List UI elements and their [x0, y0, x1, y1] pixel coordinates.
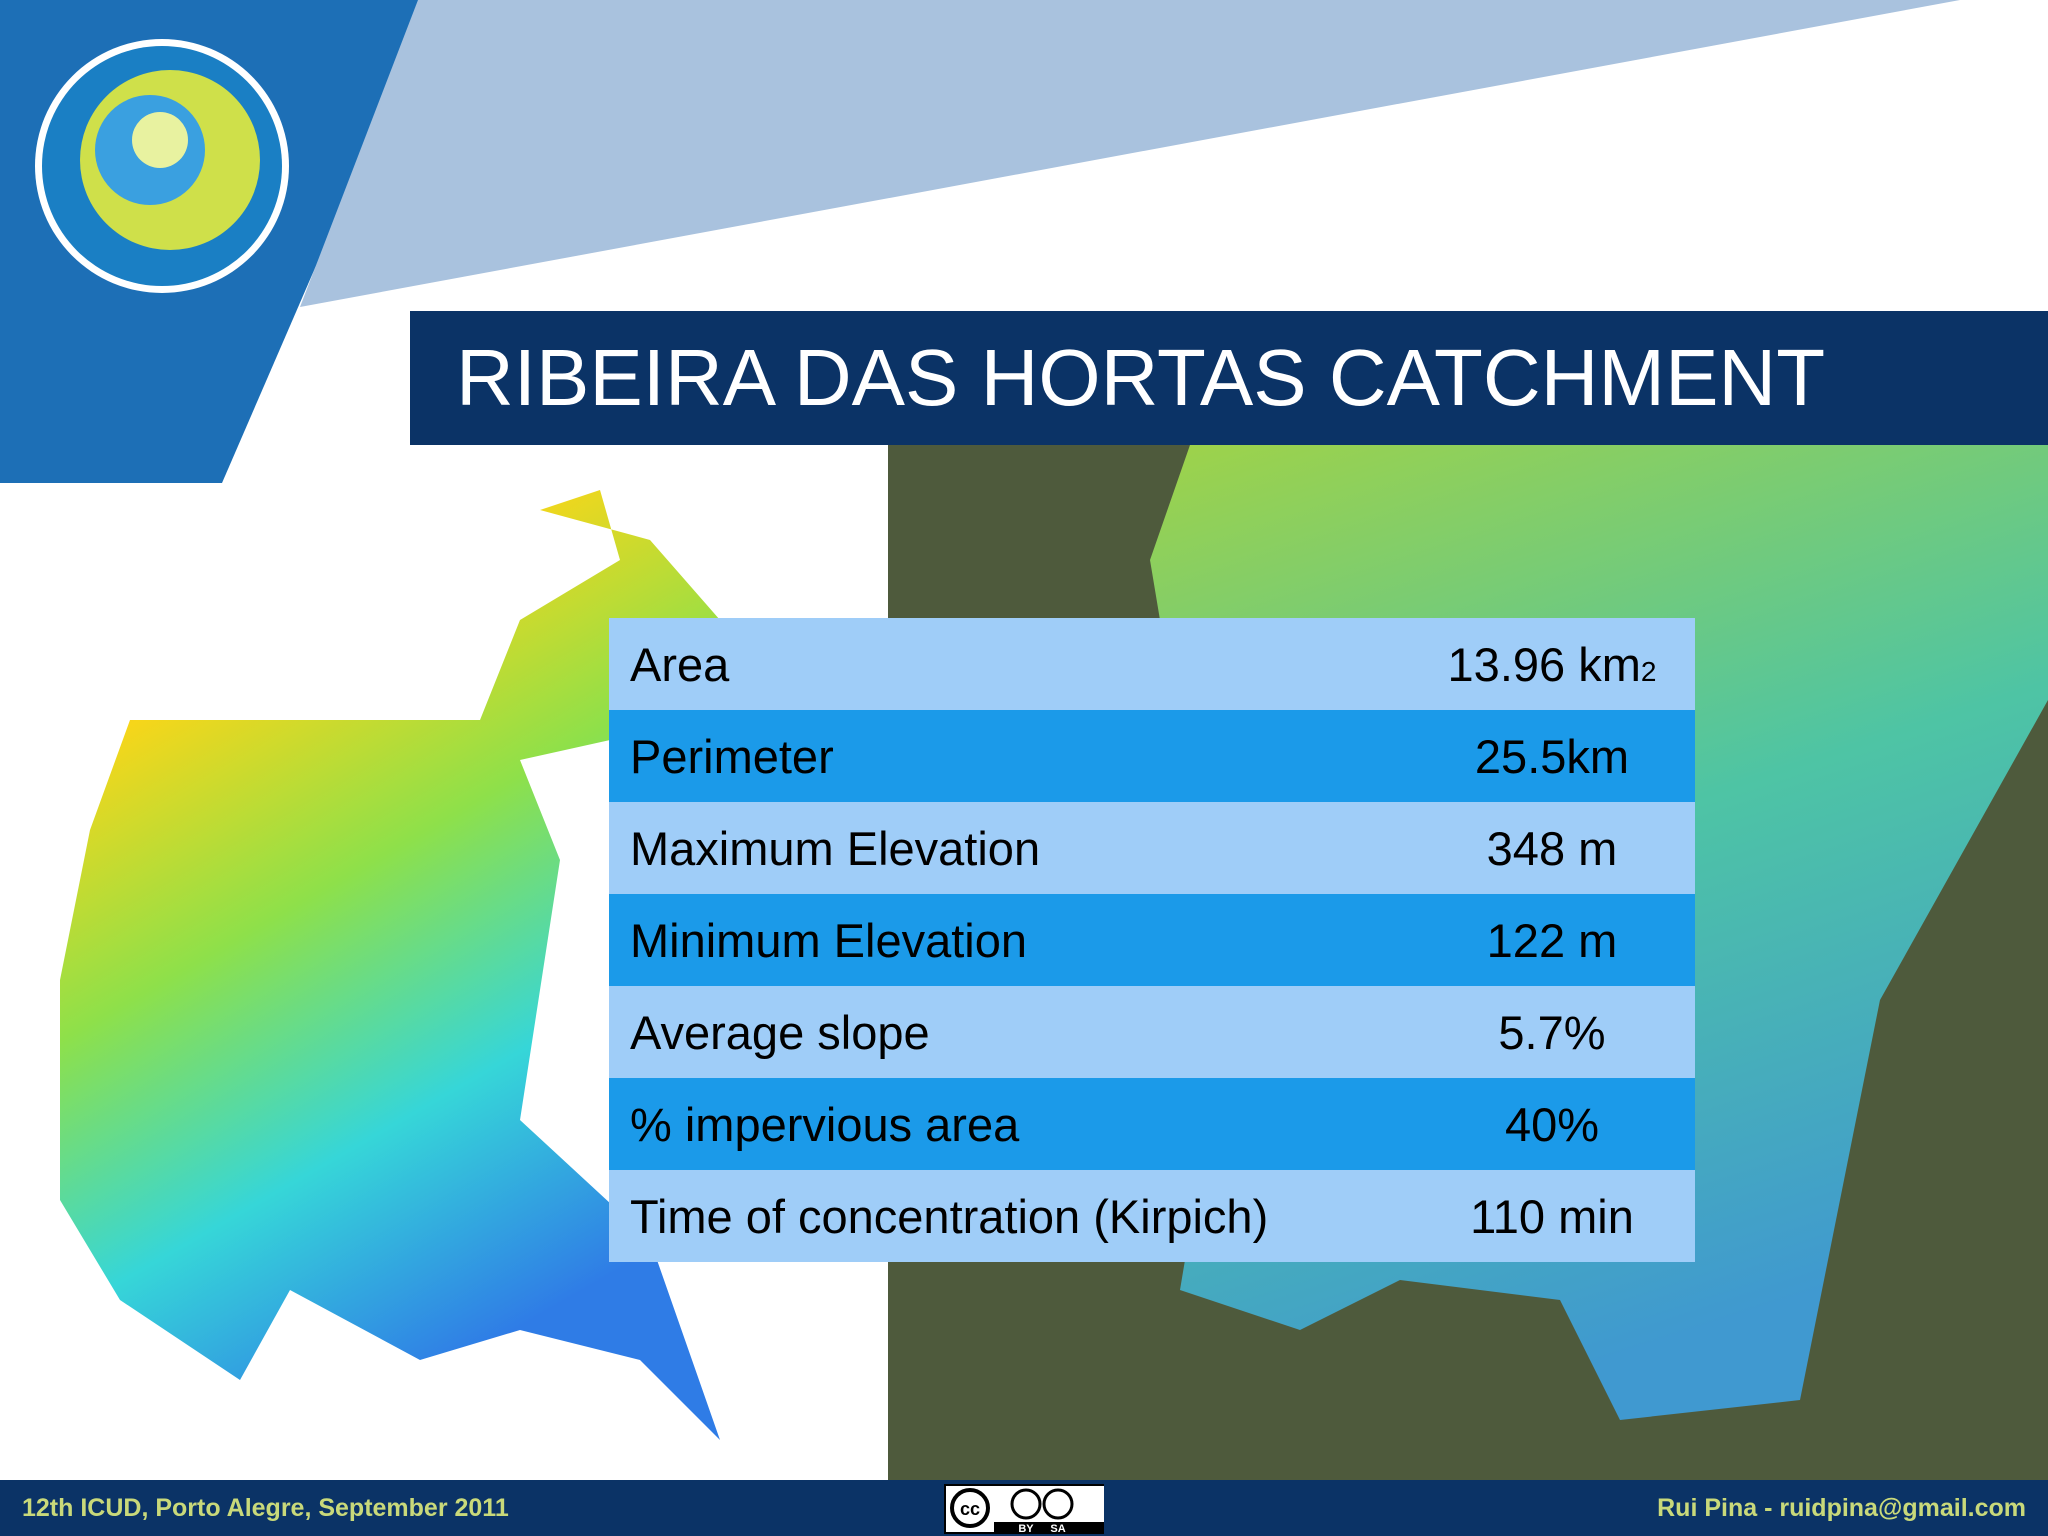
- cc-icon: [950, 1488, 990, 1528]
- row-label: Area: [630, 637, 730, 691]
- footer-author: Rui Pina - ruidpina@gmail.com: [1657, 1494, 2026, 1522]
- table-row: Average slope 5.7%: [609, 986, 1695, 1078]
- terrain-model: [60, 490, 720, 1440]
- row-value: 13.96 km: [1447, 637, 1641, 691]
- row-label: Perimeter: [630, 729, 834, 783]
- row-value: 40%: [1504, 1097, 1600, 1151]
- sa-label: SA: [1050, 1523, 1065, 1535]
- row-value: 122 m: [1486, 913, 1618, 967]
- footer: 12th ICUD, Porto Alegre, September 2011 …: [0, 1480, 2048, 1536]
- row-value: 5.7%: [1498, 1005, 1606, 1059]
- row-value-cell: 13.96 km2: [1409, 637, 1695, 692]
- row-value-cell: 40%: [1409, 1097, 1695, 1152]
- row-label: Maximum Elevation: [630, 821, 1041, 875]
- row-value: 110 min: [1470, 1189, 1634, 1243]
- license-icons: cc BY SA: [950, 1486, 1104, 1535]
- catchment-table: Area 13.96 km2 Perimeter 25.5km Maximum Elev…: [609, 618, 1695, 1262]
- row-value-cell: 110 min: [1409, 1189, 1695, 1244]
- table-row: Area 13.96 km2: [609, 618, 1695, 710]
- row-label: Average slope: [630, 1005, 930, 1059]
- row-value-cell: 348 m: [1409, 821, 1695, 876]
- footer-event: 12th ICUD, Porto Alegre, September 2011: [22, 1494, 509, 1522]
- row-value: 25.5km: [1474, 729, 1630, 783]
- slide-title: RIBEIRA DAS HORTAS CATCHMENT: [410, 311, 2048, 445]
- table-row: Minimum Elevation 122 m: [609, 894, 1695, 986]
- logo-swirl: [132, 112, 188, 168]
- table-row: Maximum Elevation 348 m: [609, 802, 1695, 894]
- row-label: Minimum Elevation: [630, 913, 1028, 967]
- sa-icon: [1042, 1488, 1074, 1520]
- license-badge: cc BY SA: [944, 1484, 1104, 1535]
- by-icon: [1010, 1488, 1042, 1520]
- row-value-cell: 5.7%: [1409, 1005, 1695, 1060]
- row-value-cell: 25.5km: [1409, 729, 1695, 784]
- row-value-sup: 2: [1640, 655, 1657, 687]
- row-label: Time of concentration (Kirpich): [630, 1189, 1269, 1243]
- row-label: % impervious area: [630, 1097, 1020, 1151]
- row-value: 348 m: [1486, 821, 1618, 875]
- label-strip: [994, 1522, 1104, 1534]
- table-row: Perimeter 25.5km: [609, 710, 1695, 802]
- by-label: BY: [1018, 1523, 1034, 1535]
- row-value-cell: 122 m: [1409, 913, 1695, 968]
- cc-text: cc: [960, 1499, 980, 1519]
- table-row: % impervious area 40%: [609, 1078, 1695, 1170]
- table-row: Time of concentration (Kirpich) 110 min: [609, 1170, 1695, 1262]
- band-shape: [300, 0, 1960, 307]
